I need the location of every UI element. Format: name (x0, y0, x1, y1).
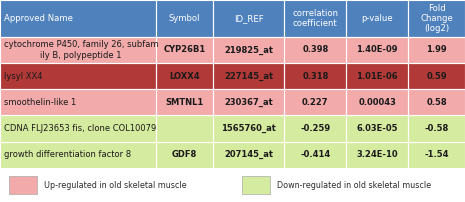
Text: p-value: p-value (361, 14, 393, 23)
Bar (213, 63, 285, 89)
Bar (408, 142, 465, 168)
Text: -1.54: -1.54 (424, 150, 449, 159)
Text: 219825_at: 219825_at (224, 45, 273, 55)
Text: ID_REF: ID_REF (234, 14, 263, 23)
Bar (408, 115, 465, 142)
Text: 0.00043: 0.00043 (358, 98, 396, 107)
Bar (156, 63, 213, 89)
Bar (285, 0, 346, 37)
Bar (0, 115, 156, 142)
Bar (346, 115, 408, 142)
Text: 1.99: 1.99 (426, 45, 447, 55)
Bar (156, 0, 213, 37)
Text: Down-regulated in old skeletal muscle: Down-regulated in old skeletal muscle (277, 181, 431, 189)
Text: SMTNL1: SMTNL1 (165, 98, 203, 107)
Text: correlation
coefficient: correlation coefficient (292, 9, 339, 28)
Text: cytochrome P450, family 26, subfam
ily B, polypeptide 1: cytochrome P450, family 26, subfam ily B… (4, 40, 158, 60)
Text: -0.58: -0.58 (425, 124, 449, 133)
Bar (285, 142, 346, 168)
Text: -0.414: -0.414 (300, 150, 331, 159)
Bar (346, 0, 408, 37)
Bar (213, 89, 285, 115)
Bar (0, 142, 156, 168)
Text: 1.40E-09: 1.40E-09 (357, 45, 398, 55)
Bar (0, 89, 156, 115)
Bar (285, 63, 346, 89)
Bar (156, 37, 213, 63)
Text: Approved Name: Approved Name (4, 14, 73, 23)
Bar (156, 115, 213, 142)
Text: 0.398: 0.398 (302, 45, 328, 55)
Bar (346, 63, 408, 89)
Bar (156, 89, 213, 115)
Text: 0.318: 0.318 (302, 72, 329, 81)
Text: Up-regulated in old skeletal muscle: Up-regulated in old skeletal muscle (44, 181, 187, 189)
Bar (213, 142, 285, 168)
Text: smoothelin-like 1: smoothelin-like 1 (4, 98, 76, 107)
Bar (285, 115, 346, 142)
Text: 3.24E-10: 3.24E-10 (356, 150, 398, 159)
Bar (285, 89, 346, 115)
Bar (408, 63, 465, 89)
Text: LOXX4: LOXX4 (169, 72, 199, 81)
Bar (156, 142, 213, 168)
Bar (9, 176, 37, 195)
Bar (0, 63, 156, 89)
Text: 6.03E-05: 6.03E-05 (357, 124, 398, 133)
Bar (408, 37, 465, 63)
Text: CDNA FLJ23653 fis, clone COL10079: CDNA FLJ23653 fis, clone COL10079 (4, 124, 156, 133)
Text: lysyl XX4: lysyl XX4 (4, 72, 42, 81)
Text: GDF8: GDF8 (172, 150, 197, 159)
Bar (213, 37, 285, 63)
Bar (242, 176, 270, 195)
Bar (213, 0, 285, 37)
Bar (346, 37, 408, 63)
Bar (0, 37, 156, 63)
Text: 227145_at: 227145_at (224, 72, 273, 81)
Text: CYP26B1: CYP26B1 (163, 45, 206, 55)
Bar (408, 0, 465, 37)
Bar (408, 89, 465, 115)
Text: 0.227: 0.227 (302, 98, 329, 107)
Bar (346, 142, 408, 168)
Bar (346, 89, 408, 115)
Text: 207145_at: 207145_at (224, 150, 273, 159)
Bar (285, 37, 346, 63)
Text: growth differentiation factor 8: growth differentiation factor 8 (4, 150, 131, 159)
Bar (0, 0, 156, 37)
Text: 230367_at: 230367_at (224, 98, 273, 107)
Text: 1565760_at: 1565760_at (221, 124, 276, 133)
Text: 0.59: 0.59 (426, 72, 447, 81)
Text: Fold
Change
(log2): Fold Change (log2) (420, 4, 453, 33)
Text: -0.259: -0.259 (300, 124, 331, 133)
Text: Symbol: Symbol (168, 14, 200, 23)
Text: 0.58: 0.58 (426, 98, 447, 107)
Bar (213, 115, 285, 142)
Text: 1.01E-06: 1.01E-06 (356, 72, 398, 81)
